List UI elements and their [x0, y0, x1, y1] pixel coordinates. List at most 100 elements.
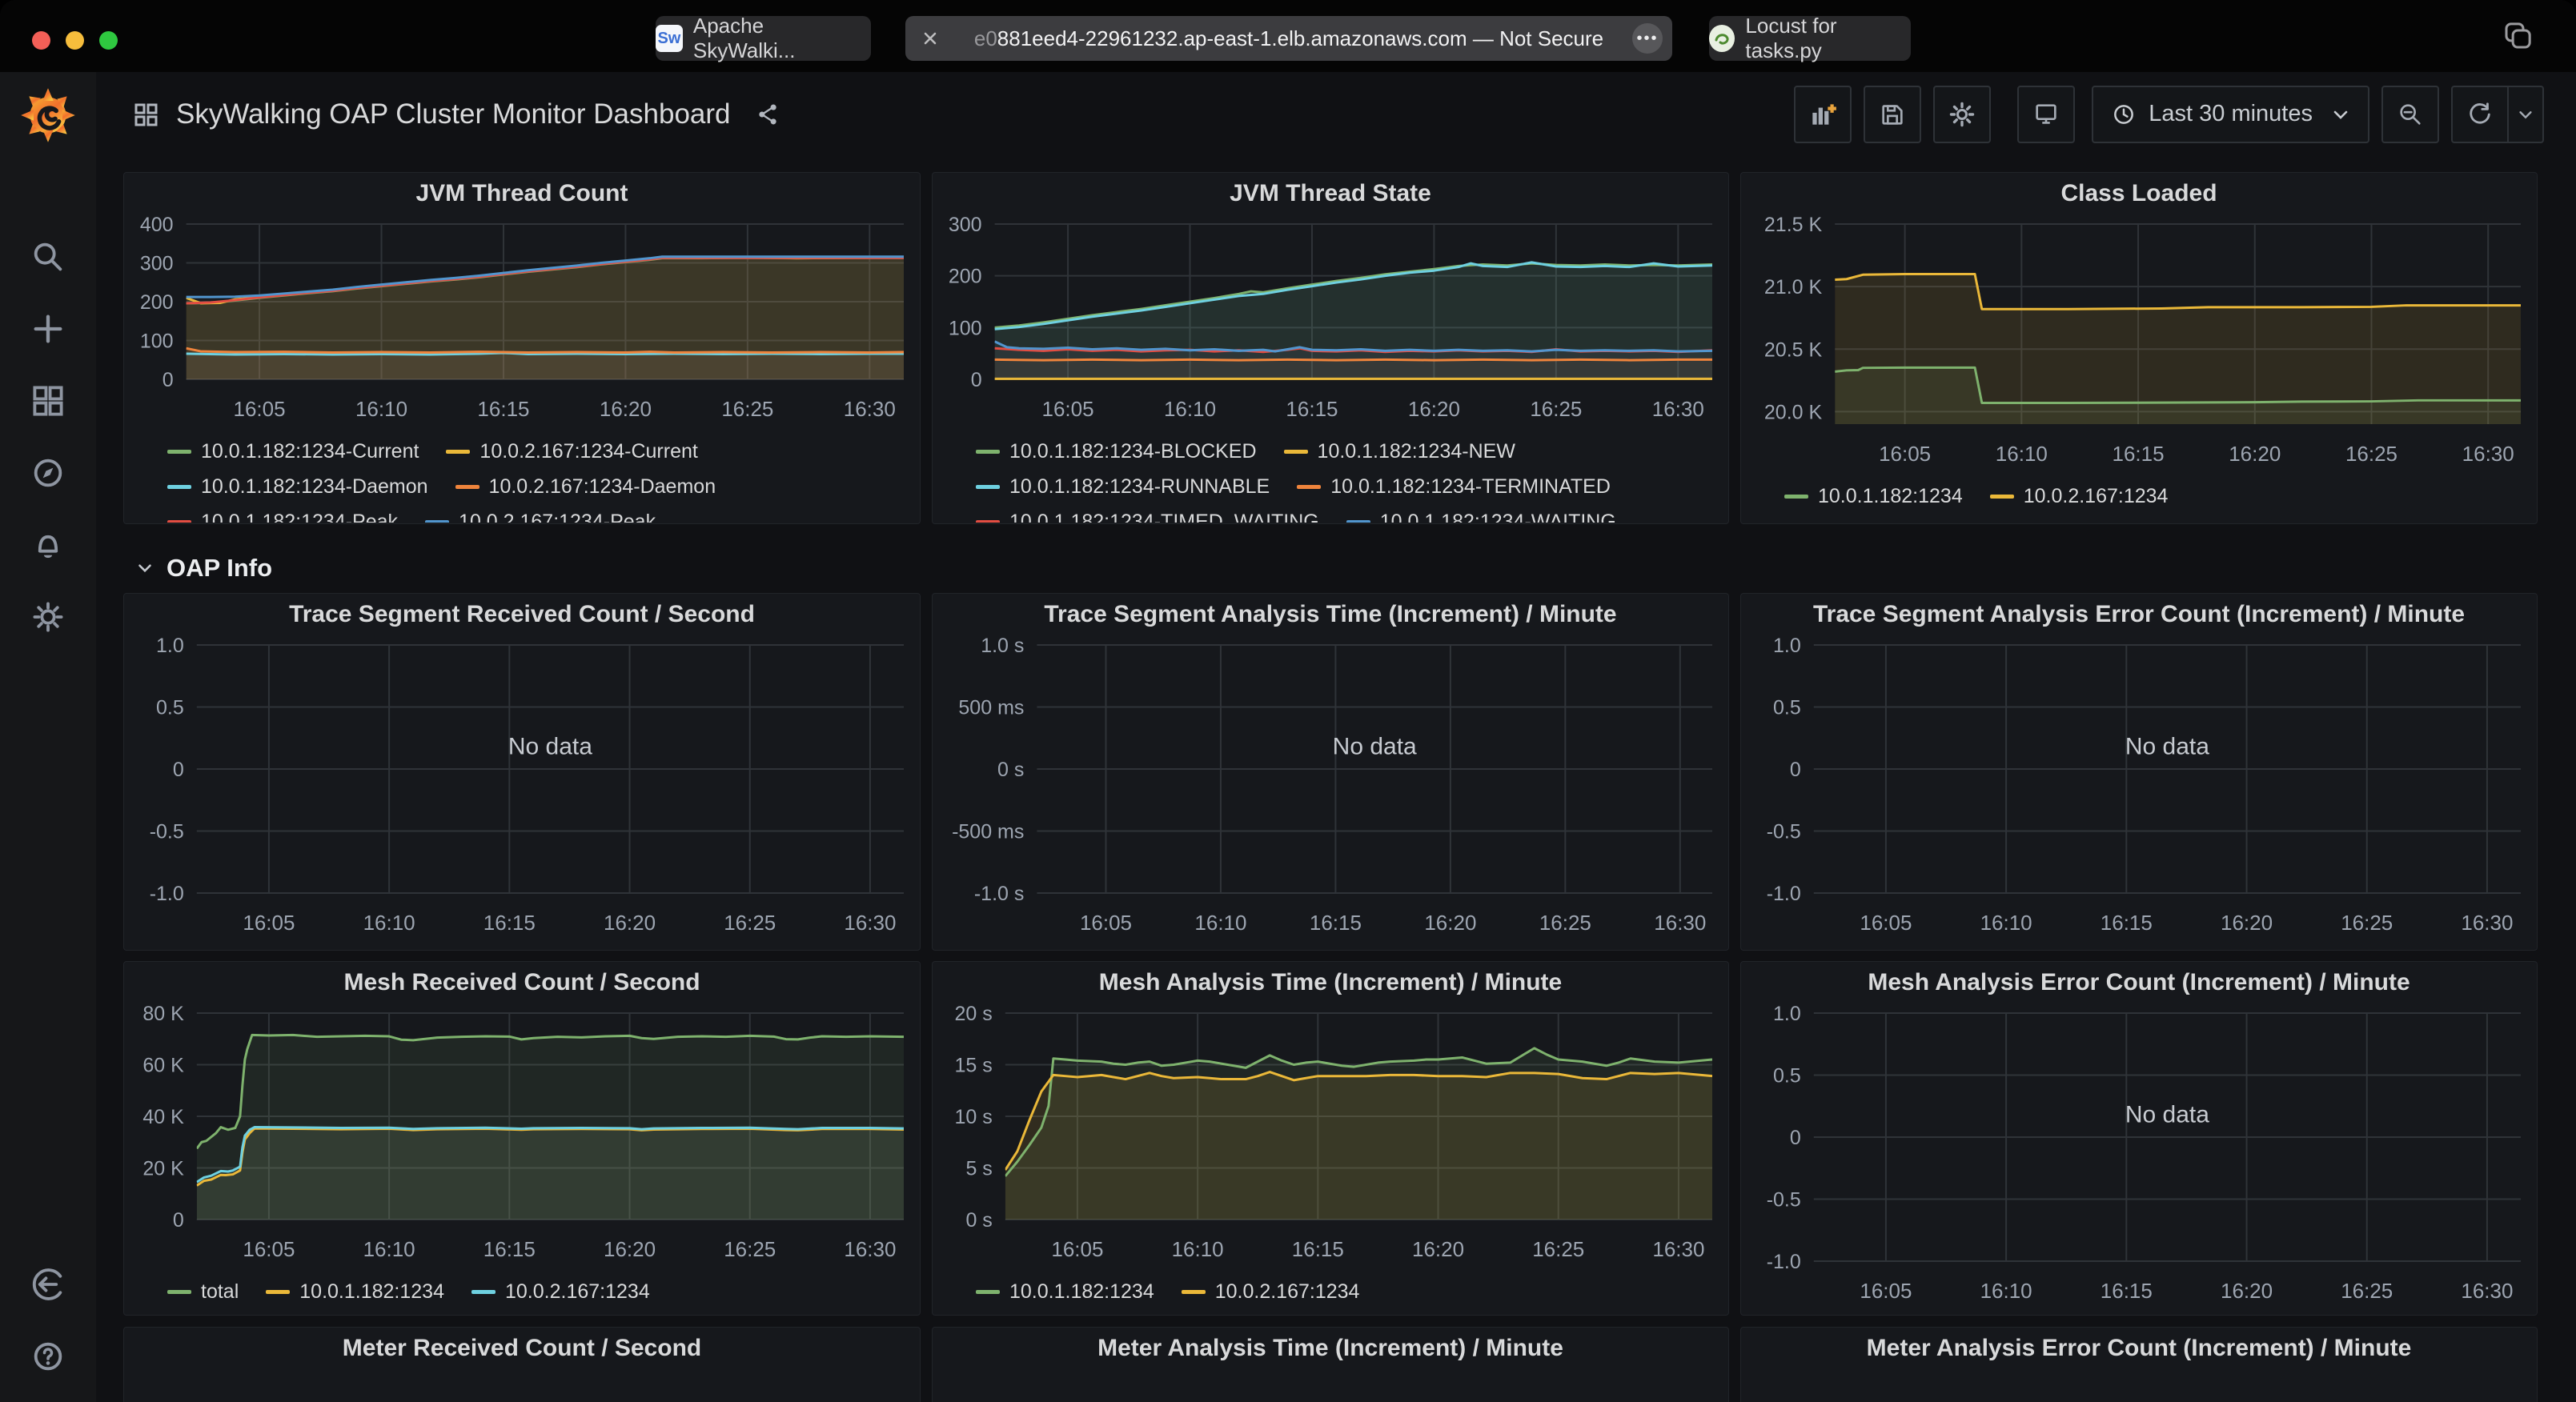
panel-title[interactable]: Trace Segment Received Count / Second [124, 594, 920, 635]
save-dashboard-button[interactable] [1864, 86, 1921, 143]
cycle-view-mode-button[interactable] [2017, 86, 2075, 143]
row-label: OAP Info [167, 554, 272, 583]
time-range-picker[interactable]: Last 30 minutes [2092, 86, 2369, 143]
sign-in-icon[interactable] [30, 1266, 66, 1303]
panel-title[interactable]: JVM Thread Count [124, 173, 920, 214]
chart-canvas[interactable]: 010020030040016:0516:1016:1516:2016:2516… [124, 214, 920, 439]
svg-text:1.0: 1.0 [156, 635, 184, 657]
legend-item[interactable]: 10.0.2.167:1234 [471, 1280, 650, 1304]
svg-text:No data: No data [2125, 733, 2209, 759]
search-icon[interactable] [30, 238, 66, 275]
panel-title[interactable]: Trace Segment Analysis Time (Increment) … [933, 594, 1728, 635]
svg-text:16:30: 16:30 [1652, 397, 1704, 421]
legend-item[interactable]: 10.0.2.167:1234-Daemon [455, 475, 716, 499]
share-icon[interactable] [755, 102, 780, 127]
refresh-interval-dropdown[interactable] [2509, 86, 2544, 143]
legend-item[interactable]: 10.0.1.182:1234-RUNNABLE [976, 475, 1270, 499]
tab-options-icon[interactable]: ••• [1632, 23, 1663, 54]
svg-text:16:10: 16:10 [363, 911, 415, 935]
svg-text:16:10: 16:10 [1980, 1279, 2032, 1303]
tab-skywalking[interactable]: Sw Apache SkyWalki... [656, 16, 871, 61]
panel-title[interactable]: Mesh Analysis Time (Increment) / Minute [933, 962, 1728, 1003]
grafana-sidebar [0, 72, 96, 1402]
legend-item[interactable]: total [167, 1280, 239, 1304]
legend-item[interactable]: 10.0.1.182:1234-Current [167, 439, 419, 463]
panel-meter-analysis-error: Meter Analysis Error Count (Increment) /… [1740, 1327, 2538, 1402]
svg-text:16:15: 16:15 [1292, 1237, 1344, 1261]
legend-item[interactable]: 10.0.1.182:1234-TIMED_WAITING [976, 510, 1319, 523]
create-plus-icon[interactable] [30, 310, 66, 347]
svg-text:16:15: 16:15 [484, 911, 536, 935]
legend-item[interactable]: 10.0.1.182:1234-BLOCKED [976, 439, 1257, 463]
svg-text:No data: No data [2125, 1101, 2209, 1128]
configuration-gear-icon[interactable] [30, 599, 66, 635]
close-tab-icon[interactable] [917, 25, 944, 52]
svg-text:40 K: 40 K [142, 1106, 184, 1128]
add-panel-button[interactable] [1794, 86, 1852, 143]
legend-series-label: 10.0.1.182:1234 [1818, 484, 1963, 508]
legend-item[interactable]: 10.0.1.182:1234-Peak [167, 510, 398, 523]
close-window-button[interactable] [32, 31, 50, 50]
panel-title[interactable]: Mesh Analysis Error Count (Increment) / … [1741, 962, 2537, 1003]
svg-text:16:10: 16:10 [1194, 911, 1246, 935]
tab-locust[interactable]: Locust for tasks.py [1709, 16, 1911, 61]
legend-item[interactable]: 10.0.1.182:1234-TERMINATED [1297, 475, 1611, 499]
legend-item[interactable]: 10.0.1.182:1234-Daemon [167, 475, 428, 499]
minimize-window-button[interactable] [66, 31, 84, 50]
zoom-out-time-button[interactable] [2381, 86, 2439, 143]
chart-canvas[interactable]: 0 s5 s10 s15 s20 s16:0516:1016:1516:2016… [933, 1003, 1728, 1280]
svg-text:16:25: 16:25 [724, 1237, 776, 1261]
tab-overview-icon[interactable] [2501, 19, 2534, 57]
panel-jvm-thread-count: JVM Thread Count 010020030040016:0516:10… [123, 172, 921, 524]
apps-grid-icon[interactable] [131, 100, 160, 129]
panel-trace-analysis-time: Trace Segment Analysis Time (Increment) … [932, 593, 1729, 951]
fullscreen-window-button[interactable] [99, 31, 118, 50]
svg-text:-0.5: -0.5 [1767, 1189, 1801, 1212]
svg-text:-1.0: -1.0 [1767, 1251, 1801, 1273]
chart-canvas[interactable]: 1.00.50-0.5-1.016:0516:1016:1516:2016:25… [1741, 1003, 2537, 1316]
legend-item[interactable]: 10.0.1.182:1234 [1784, 484, 1963, 508]
legend-series-label: 10.0.2.167:1234 [505, 1280, 650, 1304]
chart-canvas[interactable]: 1.0 s500 ms0 s-500 ms-1.0 s16:0516:1016:… [933, 635, 1728, 951]
legend-item[interactable]: 10.0.2.167:1234-Current [446, 439, 697, 463]
legend-item[interactable]: 10.0.1.182:1234 [266, 1280, 444, 1304]
svg-text:16:25: 16:25 [2341, 1279, 2393, 1303]
panel-title[interactable]: Trace Segment Analysis Error Count (Incr… [1741, 594, 2537, 635]
help-icon[interactable] [30, 1338, 66, 1375]
panel-title[interactable]: Meter Received Count / Second [124, 1328, 920, 1369]
dashboard-settings-button[interactable] [1933, 86, 1991, 143]
refresh-button[interactable] [2451, 86, 2509, 143]
legend-item[interactable]: 10.0.2.167:1234-Peak [425, 510, 656, 523]
page-title[interactable]: SkyWalking OAP Cluster Monitor Dashboard [176, 98, 731, 130]
chart-canvas[interactable]: 010020030016:0516:1016:1516:2016:2516:30 [933, 214, 1728, 439]
legend-item[interactable]: 10.0.1.182:1234-WAITING [1346, 510, 1616, 523]
alerting-bell-icon[interactable] [30, 527, 66, 563]
svg-text:0: 0 [971, 369, 982, 391]
svg-text:21.0 K: 21.0 K [1764, 276, 1823, 298]
legend-item[interactable]: 10.0.1.182:1234 [976, 1280, 1154, 1304]
panel-title[interactable]: Meter Analysis Error Count (Increment) /… [1741, 1328, 2537, 1369]
explore-compass-icon[interactable] [30, 455, 66, 491]
chart-canvas[interactable]: 1.00.50-0.5-1.016:0516:1016:1516:2016:25… [1741, 635, 2537, 951]
svg-text:20 K: 20 K [142, 1158, 184, 1180]
row-oap-info[interactable]: OAP Info [134, 548, 2538, 588]
panel-title[interactable]: JVM Thread State [933, 173, 1728, 214]
tab-grafana-active[interactable]: e0881eed4-22961232.ap-east-1.elb.amazona… [905, 16, 1672, 61]
panel-title[interactable]: Mesh Received Count / Second [124, 962, 920, 1003]
panel-meter-received: Meter Received Count / Second 1.0 [123, 1327, 921, 1402]
svg-text:16:05: 16:05 [1051, 1237, 1103, 1261]
chart-canvas[interactable]: 1.00.50-0.5-1.016:0516:1016:1516:2016:25… [124, 635, 920, 951]
svg-text:1.0: 1.0 [1773, 1003, 1801, 1025]
legend-item[interactable]: 10.0.2.167:1234 [1182, 1280, 1360, 1304]
legend-item[interactable]: 10.0.2.167:1234 [1990, 484, 2169, 508]
legend-item[interactable]: 10.0.1.182:1234-NEW [1284, 439, 1515, 463]
svg-text:16:25: 16:25 [1530, 397, 1582, 421]
panel-title[interactable]: Meter Analysis Time (Increment) / Minute [933, 1328, 1728, 1369]
dashboards-icon[interactable] [30, 383, 66, 419]
browser-titlebar: Sw Apache SkyWalki... e0881eed4-22961232… [0, 0, 2576, 72]
svg-text:0: 0 [1790, 759, 1801, 781]
grafana-logo-icon[interactable] [19, 86, 77, 144]
panel-title[interactable]: Class Loaded [1741, 173, 2537, 214]
chart-canvas[interactable]: 20.0 K20.5 K21.0 K21.5 K16:0516:1016:151… [1741, 214, 2537, 484]
chart-canvas[interactable]: 020 K40 K60 K80 K16:0516:1016:1516:2016:… [124, 1003, 920, 1280]
